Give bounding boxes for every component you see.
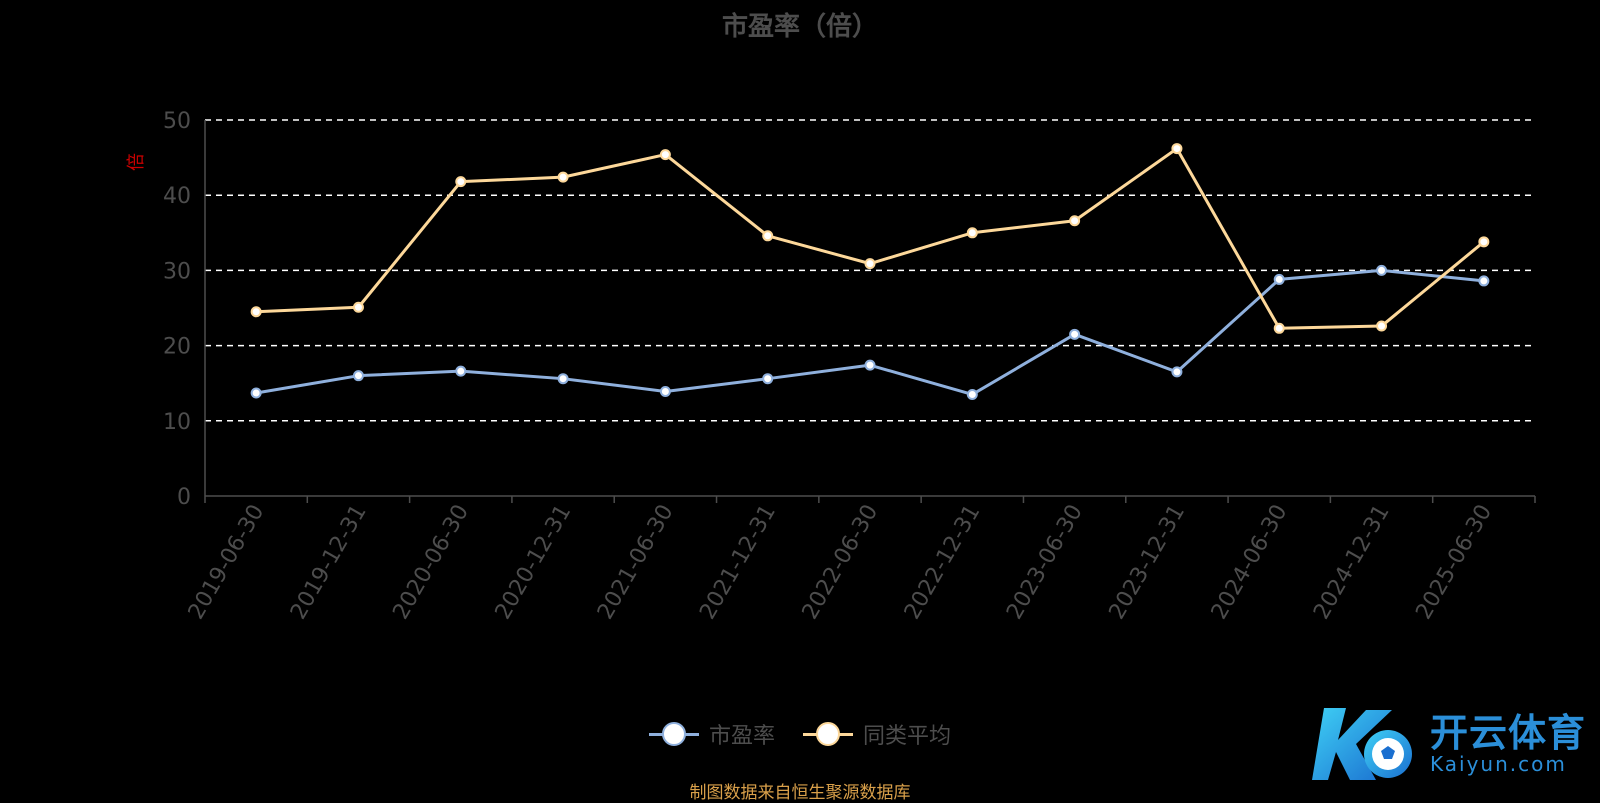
data-point-1	[762, 230, 774, 242]
x-tick-label: 2022-06-30	[798, 501, 884, 624]
logo-text-cn: 开云体育	[1430, 711, 1587, 755]
x-tick-label: 2025-06-30	[1411, 501, 1497, 624]
data-point-1	[966, 227, 978, 239]
legend-label-peer-average: 同类平均	[863, 724, 952, 749]
x-tick-label: 2021-12-31	[695, 501, 781, 624]
data-point-0	[966, 388, 978, 400]
series-line-1	[256, 147, 1485, 330]
data-point-1	[1273, 322, 1285, 334]
logo-text-en: Kaiyun.com	[1430, 752, 1567, 776]
chart-title: 市盈率（倍）	[721, 12, 878, 42]
y-tick-label: 0	[177, 485, 191, 510]
x-tick-label: 2023-12-31	[1105, 501, 1191, 624]
data-point-1	[1478, 236, 1490, 248]
data-point-1	[352, 301, 364, 313]
data-point-0	[1273, 273, 1285, 285]
legend-swatch-pe	[648, 722, 699, 746]
x-tick-label: 2019-12-31	[286, 501, 372, 624]
y-tick-label: 20	[163, 335, 191, 360]
x-tick-label: 2021-06-30	[593, 501, 679, 624]
data-point-1	[557, 171, 569, 183]
data-point-1	[250, 306, 262, 318]
data-point-1	[659, 149, 671, 161]
data-point-1	[455, 176, 467, 188]
y-tick-label: 10	[163, 410, 191, 435]
x-tick-label: 2019-06-30	[184, 501, 270, 624]
y-axis-label: 倍	[126, 153, 147, 171]
x-tick-label: 2020-06-30	[388, 501, 474, 624]
data-point-1	[864, 258, 876, 270]
watermark-logo: 开云体育 Kaiyun.com	[1312, 700, 1592, 786]
legend-label-pe: 市盈率	[708, 724, 775, 749]
kaiyun-logo-icon	[1312, 708, 1412, 780]
data-point-0	[1478, 275, 1490, 287]
data-point-0	[557, 373, 569, 385]
data-point-0	[1171, 366, 1183, 378]
data-point-0	[352, 370, 364, 382]
x-tick-label: 2024-12-31	[1309, 501, 1395, 624]
x-tick-label: 2022-12-31	[900, 501, 986, 624]
y-tick-label: 50	[163, 109, 191, 134]
data-point-0	[455, 365, 467, 377]
data-point-0	[864, 359, 876, 371]
legend-swatch-peer-average	[803, 722, 853, 746]
x-tick-label: 2020-12-31	[491, 501, 577, 624]
data-point-0	[762, 373, 774, 385]
data-point-1	[1069, 215, 1081, 227]
data-point-0	[1069, 328, 1081, 340]
legend-item-pe[interactable]: 市盈率	[648, 718, 775, 750]
data-source-note: 制图数据来自恒生聚源数据库	[689, 783, 911, 803]
x-tick-label: 2024-06-30	[1207, 501, 1293, 624]
data-point-1	[1171, 143, 1183, 155]
pe-ratio-line-chart: 0 10 20 30 40 50 倍 2019-06-30 2019-12-31 2020-06-…	[126, 109, 1536, 624]
chart-legend: 市盈率 同类平均	[0, 718, 1600, 750]
data-point-0	[1376, 264, 1388, 276]
y-tick-label: 40	[163, 184, 191, 209]
legend-item-peer-average[interactable]: 同类平均	[803, 718, 951, 750]
x-tick-label: 2023-06-30	[1002, 501, 1088, 624]
y-tick-label: 30	[163, 259, 191, 284]
data-point-0	[250, 387, 262, 399]
series-line-0	[255, 268, 1484, 396]
data-point-1	[1376, 320, 1388, 332]
data-point-0	[659, 385, 671, 397]
